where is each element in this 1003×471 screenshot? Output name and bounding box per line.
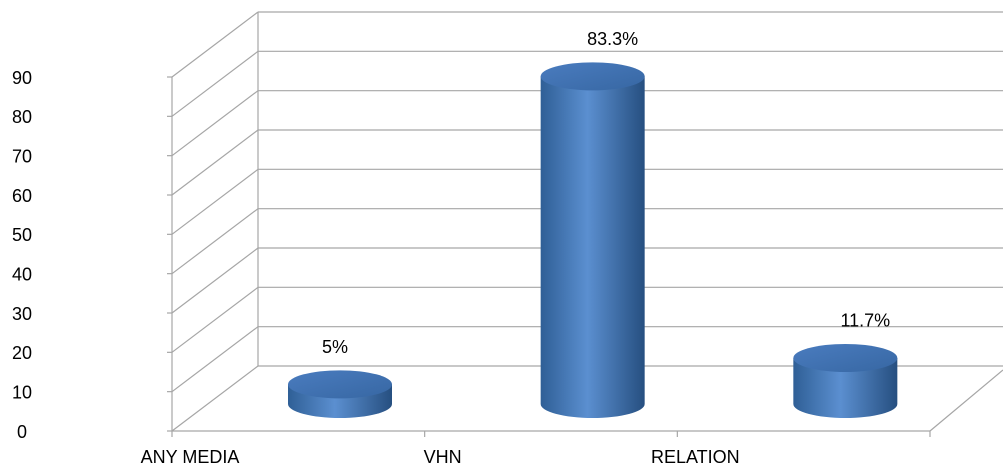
y-tick-label: 70 [12,146,32,166]
y-tick-label: 50 [12,225,32,245]
y-tick-label: 60 [12,186,32,206]
floor-edge [929,369,1003,432]
grid-line [171,129,259,196]
grid-line [171,168,259,235]
bar-top [793,343,898,372]
bar [793,357,898,418]
grid-line [171,286,259,353]
x-tick-label: VHN [424,447,462,467]
y-tick-label: 80 [12,107,32,127]
y-tick-label: 0 [17,422,27,442]
y-tick-label: 90 [12,68,32,88]
grid-line [171,365,259,432]
x-tick-label: ANY MEDIA [141,447,240,467]
x-tick-label: RELATION [651,447,740,467]
bar [540,76,645,418]
data-label: 11.7% [840,311,890,331]
bar-top [288,370,392,399]
grid-line [171,208,259,275]
bar-top [540,62,645,91]
grid-line [171,326,259,393]
y-tick-label: 30 [12,304,32,324]
grid-line [171,11,259,78]
y-tick-label: 10 [12,382,32,402]
y-tick-label: 40 [12,264,32,284]
data-label: 83.3% [587,29,638,49]
grid-line [171,90,259,157]
grid-line [171,50,259,117]
y-tick-label: 20 [12,343,32,363]
grid-line [171,247,259,314]
data-label: 5% [322,337,348,357]
